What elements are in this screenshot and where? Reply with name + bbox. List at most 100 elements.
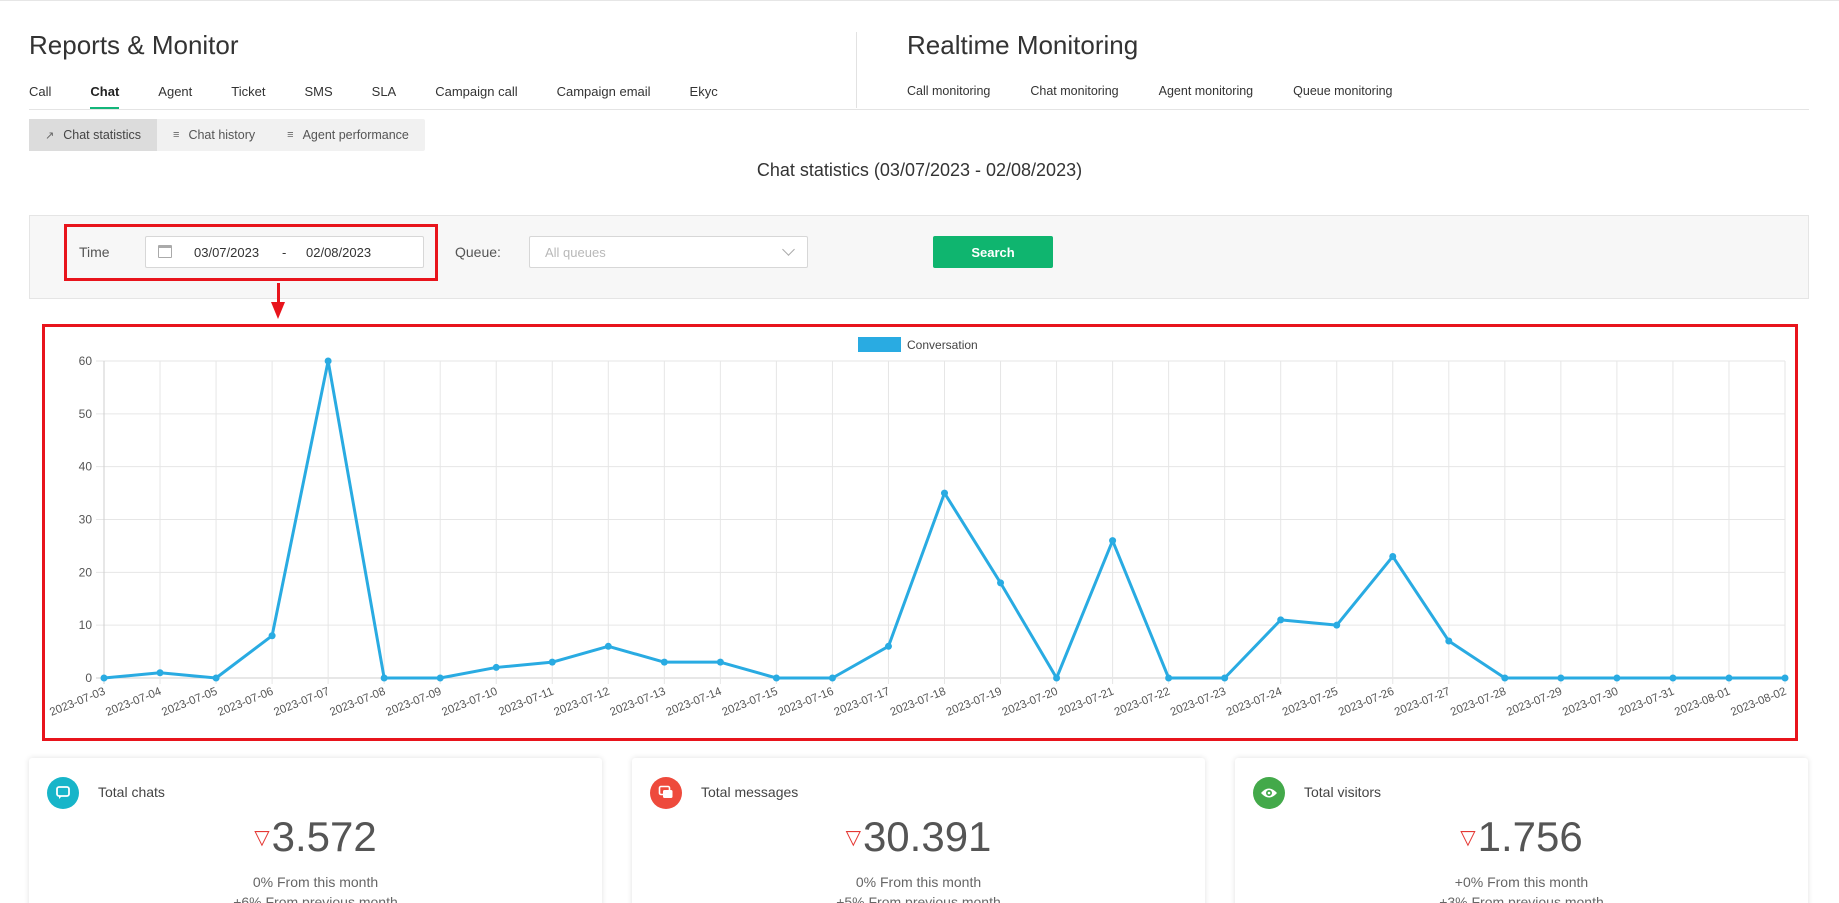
data-point <box>1053 674 1061 682</box>
date-range-picker[interactable]: 03/07/2023 - 02/08/2023 <box>145 236 424 268</box>
trend-icon: ↗ <box>45 129 55 142</box>
tab-agent[interactable]: Agent <box>158 84 193 99</box>
data-point <box>324 357 332 365</box>
legend-swatch <box>858 337 901 352</box>
y-tick-label: 20 <box>79 565 93 579</box>
tab-ticket[interactable]: Ticket <box>231 84 266 99</box>
tab-chat[interactable]: Chat <box>90 84 119 110</box>
card-value: 30.391 <box>862 813 992 860</box>
data-point <box>604 642 612 650</box>
tab-agent-monitoring[interactable]: Agent monitoring <box>1158 84 1254 98</box>
tab-sla[interactable]: SLA <box>371 84 397 99</box>
queue-label: Queue: <box>455 244 501 260</box>
card-change-previous: +5% From previous month <box>836 894 1001 903</box>
date-to[interactable]: 02/08/2023 <box>306 245 372 260</box>
card-total-visitors: Total visitors ▽1.756 +0% From this mont… <box>1235 758 1808 903</box>
data-point <box>716 658 724 666</box>
card-change-month: 0% From this month <box>252 874 379 890</box>
data-point <box>1445 637 1453 645</box>
trend-down-icon: ▽ <box>1460 827 1476 850</box>
y-tick-label: 60 <box>79 354 93 368</box>
data-point <box>492 663 500 671</box>
subtab-chat-history[interactable]: ≡ Chat history <box>157 119 271 151</box>
legend-label: Conversation <box>907 338 978 352</box>
subtab-chat-statistics[interactable]: ↗ Chat statistics <box>29 119 158 151</box>
list-icon: ≡ <box>287 129 294 141</box>
annotation-arrow <box>277 283 280 304</box>
card-total-messages: Total messages ▽30.391 0% From this mont… <box>632 758 1205 903</box>
date-from[interactable]: 03/07/2023 <box>194 245 260 260</box>
data-point <box>1277 616 1285 624</box>
chat-bubble-icon <box>47 777 79 809</box>
y-tick-label: 40 <box>79 460 93 474</box>
queue-select[interactable]: All queues <box>529 236 808 268</box>
time-label: Time <box>79 244 110 260</box>
data-point <box>1613 674 1621 682</box>
card-value: 3.572 <box>271 813 377 860</box>
data-point <box>1165 674 1173 682</box>
stats-title: Chat statistics (03/07/2023 - 02/08/2023… <box>756 160 1083 180</box>
data-point <box>1669 674 1677 682</box>
tabs-underline <box>29 109 1809 110</box>
data-point <box>212 674 220 682</box>
y-tick-label: 50 <box>79 407 93 421</box>
subtab-label: Chat history <box>188 128 256 142</box>
card-change-month: +0% From this month <box>1454 874 1589 890</box>
data-point <box>156 669 164 677</box>
data-point <box>1221 674 1229 682</box>
data-point <box>941 489 948 497</box>
data-point <box>1109 537 1117 545</box>
search-button[interactable]: Search <box>933 236 1053 268</box>
data-point <box>1725 674 1733 682</box>
tab-campaign-email[interactable]: Campaign email <box>556 84 651 99</box>
tab-campaign-call[interactable]: Campaign call <box>435 84 518 99</box>
trend-down-icon: ▽ <box>845 827 861 850</box>
card-value-row: ▽3.572 <box>29 813 602 861</box>
y-tick-label: 10 <box>79 618 93 632</box>
card-change-previous: +6% From previous month <box>233 894 398 903</box>
tab-sms[interactable]: SMS <box>304 84 333 99</box>
tab-call-monitoring[interactable]: Call monitoring <box>907 84 991 98</box>
tab-queue-monitoring[interactable]: Queue monitoring <box>1293 84 1393 98</box>
data-point <box>268 632 276 640</box>
realtime-title: Realtime Monitoring <box>907 30 1139 60</box>
tab-chat-monitoring[interactable]: Chat monitoring <box>1030 84 1119 98</box>
card-change-month: 0% From this month <box>855 874 982 890</box>
queue-placeholder: All queues <box>545 245 606 260</box>
tab-call[interactable]: Call <box>29 84 52 99</box>
eye-icon <box>1253 777 1285 809</box>
annotation-arrow-head <box>271 302 285 319</box>
data-point <box>1389 552 1397 560</box>
card-title: Total messages <box>701 784 799 800</box>
realtime-tabs: Call monitoring Chat monitoring Agent mo… <box>907 84 1393 110</box>
card-title: Total visitors <box>1304 784 1382 800</box>
subtab-agent-performance[interactable]: ≡ Agent performance <box>271 119 425 151</box>
data-point <box>548 658 556 666</box>
reports-tabs: Call Chat Agent Ticket SMS SLA Campaign … <box>29 84 718 110</box>
messages-icon <box>650 777 682 809</box>
subtab-label: Chat statistics <box>63 128 142 142</box>
date-separator: - <box>282 245 287 260</box>
card-value-row: ▽30.391 <box>632 813 1205 861</box>
data-point <box>828 674 836 682</box>
data-point <box>1501 674 1509 682</box>
y-tick-label: 30 <box>79 513 93 527</box>
trend-down-icon: ▽ <box>254 827 270 850</box>
data-point <box>380 674 388 682</box>
card-change-previous: +3% From previous month <box>1439 894 1604 903</box>
data-point <box>1333 621 1341 629</box>
data-point <box>1557 674 1565 682</box>
conversation-line-chart: 01020304050602023-07-032023-07-042023-07… <box>48 337 1789 719</box>
tab-ekyc[interactable]: Ekyc <box>689 84 718 99</box>
highlight-chart <box>42 324 1798 741</box>
reports-title: Reports & Monitor <box>29 30 239 60</box>
data-point <box>997 579 1005 587</box>
y-tick-label: 0 <box>85 671 92 685</box>
data-point <box>1781 674 1789 682</box>
data-point <box>660 658 668 666</box>
highlight-time-filter <box>64 224 438 281</box>
card-total-chats: Total chats ▽3.572 0% From this month +6… <box>29 758 602 903</box>
data-point <box>100 674 108 682</box>
top-border <box>0 0 1839 1</box>
card-value: 1.756 <box>1477 813 1583 860</box>
